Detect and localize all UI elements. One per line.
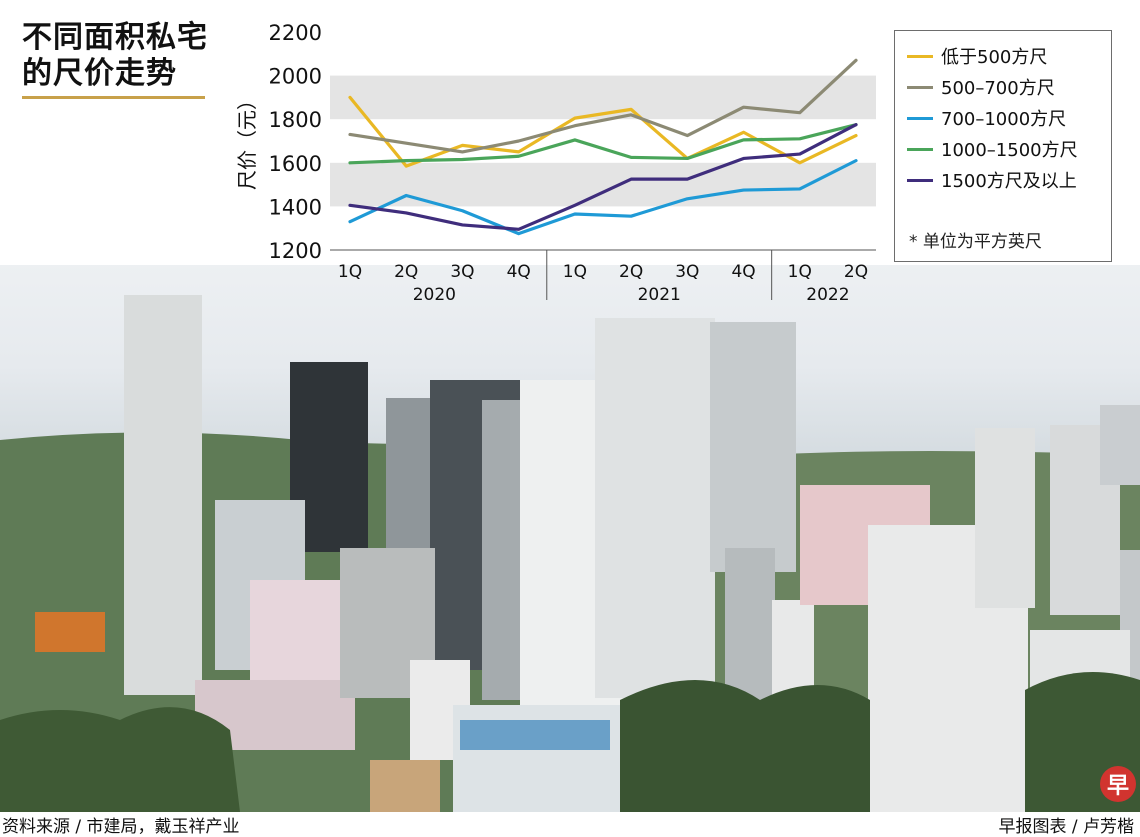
legend-swatch	[907, 179, 933, 182]
legend-swatch	[907, 117, 933, 120]
legend-label: 500–700方尺	[941, 74, 1055, 100]
y-axis-ticks: 1200 1400 1600 1800 2000 2200	[269, 21, 322, 263]
unit-note: * 单位为平方英尺	[909, 227, 1042, 252]
legend-item: 700–1000方尺	[907, 105, 1066, 131]
x-tick-label: 3Q	[450, 262, 474, 282]
y-tick-label: 1400	[269, 195, 322, 219]
x-tick-label: 2Q	[394, 262, 418, 282]
chart-legend: 低于500方尺 500–700方尺 700–1000方尺 1000–1500方尺 150…	[894, 30, 1112, 262]
grid-bands	[330, 76, 876, 207]
y-tick-label: 2200	[269, 21, 322, 45]
legend-label: 低于500方尺	[941, 43, 1047, 69]
x-tick-label: 1Q	[338, 262, 362, 282]
x-tick-label: 4Q	[507, 262, 531, 282]
zaobao-logo: 早	[1100, 766, 1136, 802]
y-tick-label: 2000	[269, 65, 322, 89]
legend-item: 低于500方尺	[907, 43, 1047, 69]
legend-swatch	[907, 86, 933, 89]
legend-item: 1500方尺及以上	[907, 167, 1077, 193]
credit-text: 早报图表 / 卢芳楷	[998, 812, 1134, 837]
legend-label: 1500方尺及以上	[941, 167, 1077, 193]
year-label: 2021	[638, 285, 681, 305]
year-label: 2020	[413, 285, 456, 305]
source-text: 资料来源 / 市建局，戴玉祥产业	[2, 812, 240, 837]
x-axis: 1Q 2Q 3Q 4Q 1Q 2Q 3Q 4Q 1Q 2Q 2020 2021 2022	[330, 250, 876, 305]
x-tick-label: 1Q	[788, 262, 812, 282]
legend-label: 1000–1500方尺	[941, 136, 1078, 162]
x-tick-label: 3Q	[675, 262, 699, 282]
x-tick-label: 2Q	[619, 262, 643, 282]
y-axis-label: 尺价（元）	[235, 90, 259, 190]
footer: 资料来源 / 市建局，戴玉祥产业 早报图表 / 卢芳楷	[0, 812, 1140, 835]
grid-band	[330, 163, 876, 207]
legend-item: 1000–1500方尺	[907, 136, 1078, 162]
legend-swatch	[907, 148, 933, 151]
legend-item: 500–700方尺	[907, 74, 1055, 100]
y-tick-label: 1600	[269, 152, 322, 176]
x-tick-label: 4Q	[731, 262, 755, 282]
y-tick-label: 1200	[269, 239, 322, 263]
legend-label: 700–1000方尺	[941, 105, 1066, 131]
legend-swatch	[907, 55, 933, 58]
y-tick-label: 1800	[269, 108, 322, 132]
year-label: 2022	[806, 285, 849, 305]
x-tick-label: 2Q	[844, 262, 868, 282]
x-tick-label: 1Q	[563, 262, 587, 282]
